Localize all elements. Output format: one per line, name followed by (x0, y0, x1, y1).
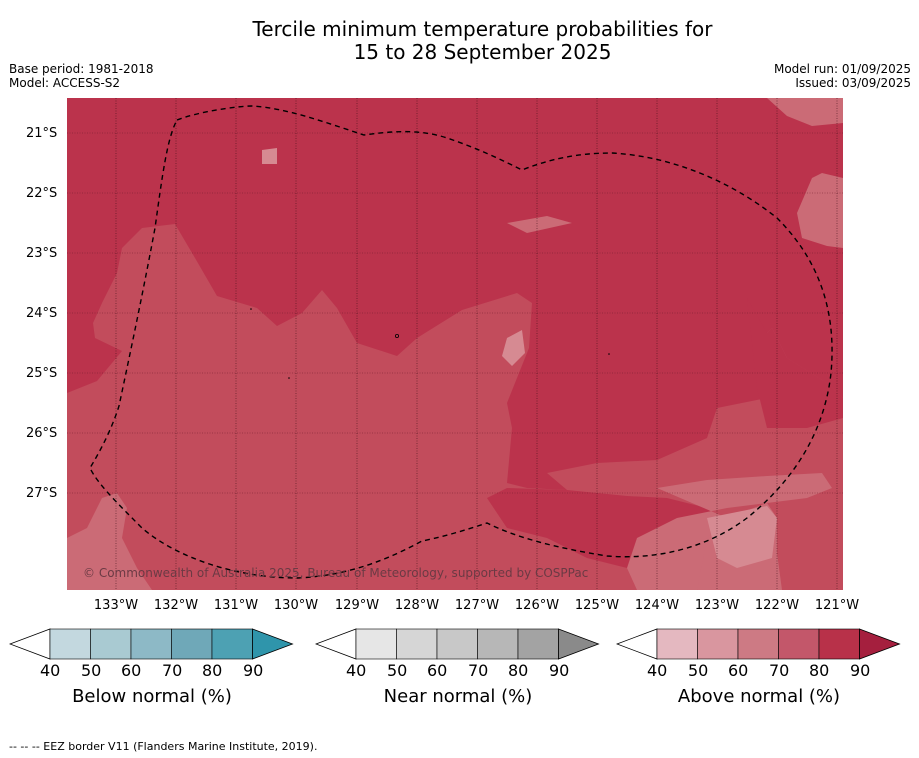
chart-title: Tercile minimum temperature probabilitie… (0, 18, 919, 64)
cb-tick: 70 (769, 661, 790, 680)
colorbar-above-swatches (616, 628, 901, 660)
island-marker (394, 333, 399, 338)
colorbar-near-swatches (315, 628, 600, 660)
cb-tick: 50 (688, 661, 709, 680)
lat-label: 21°S (26, 126, 58, 141)
lon-label: 132°W (153, 598, 199, 613)
lat-label: 23°S (26, 246, 58, 261)
colorbar-segment (211, 628, 253, 660)
colorbar-below-title: Below normal (%) (72, 686, 232, 707)
lon-label: 126°W (514, 598, 560, 613)
lon-label: 131°W (213, 598, 259, 613)
model-name: Model: ACCESS-S2 (9, 76, 121, 90)
cb-tick: 60 (121, 661, 142, 680)
cb-tick: 90 (549, 661, 570, 680)
map-region-60-se (627, 473, 832, 590)
cb-tick: 60 (728, 661, 749, 680)
map-region-60-top (767, 98, 843, 126)
lat-label: 27°S (26, 486, 58, 501)
lat-label: 22°S (26, 186, 58, 201)
lon-label: 125°W (574, 598, 620, 613)
lat-gridlines (67, 132, 843, 494)
colorbar-segment (130, 628, 172, 660)
colorbar-above-title: Above normal (%) (677, 686, 841, 707)
cb-tick: 90 (850, 661, 871, 680)
issued-date: Issued: 03/09/2025 (795, 76, 911, 90)
colorbar-segment (396, 628, 438, 660)
lon-label: 127°W (454, 598, 500, 613)
eez-border (89, 105, 833, 579)
island-marker (250, 308, 252, 310)
lon-label: 123°W (694, 598, 740, 613)
cb-tick: 50 (81, 661, 102, 680)
cb-tick: 70 (468, 661, 489, 680)
map-region-60-ne (797, 173, 843, 248)
model-run: Model run: 01/09/2025 (773, 62, 911, 76)
metadata-right: Model run: 01/09/2025 Issued: 03/09/2025 (774, 62, 911, 90)
lon-label: 124°W (634, 598, 680, 613)
island-marker (288, 377, 290, 379)
lat-label: 25°S (26, 366, 58, 381)
lat-label: 24°S (26, 306, 58, 321)
lat-label: 26°S (26, 426, 58, 441)
colorbar-below-swatches (9, 628, 294, 660)
colorbar-segment (737, 628, 779, 660)
colorbar-segment (49, 628, 91, 660)
map-region-50-patch-b (707, 506, 777, 568)
eez-footnote: -- -- -- EEZ border V11 (Flanders Marine… (9, 740, 318, 753)
colorbar-extend-low (315, 628, 357, 660)
colorbar-segment (818, 628, 860, 660)
cb-tick: 80 (508, 661, 529, 680)
cb-tick: 70 (162, 661, 183, 680)
colorbar-segment (171, 628, 213, 660)
map-region-80-east (747, 298, 843, 428)
colorbar-segment (778, 628, 820, 660)
lon-label: 122°W (754, 598, 800, 613)
cb-tick: 40 (40, 661, 61, 680)
colorbar-segment (477, 628, 519, 660)
metadata-left: Base period: 1981-2018 Model: ACCESS-S2 (9, 62, 154, 90)
colorbar-segment (697, 628, 739, 660)
probability-map: © Commonwealth of Australia 2025, Bureau… (67, 98, 843, 590)
cb-tick: 60 (427, 661, 448, 680)
cb-tick: 80 (809, 661, 830, 680)
colorbar-segment (656, 628, 698, 660)
lon-gridlines (115, 98, 838, 590)
colorbar-extend-high (859, 628, 901, 660)
cb-tick: 80 (202, 661, 223, 680)
cb-tick: 40 (647, 661, 668, 680)
colorbar-segment (436, 628, 478, 660)
colorbar-extend-high (558, 628, 600, 660)
colorbar-segment (355, 628, 397, 660)
copyright-notice: © Commonwealth of Australia 2025, Bureau… (83, 566, 588, 580)
cb-tick: 50 (387, 661, 408, 680)
map-region-60-sw (67, 493, 152, 590)
colorbar-extend-high (252, 628, 294, 660)
map-region-50-patch-a (502, 330, 525, 366)
lon-label: 128°W (394, 598, 440, 613)
title-line-1: Tercile minimum temperature probabilitie… (252, 17, 713, 41)
title-line-2: 15 to 28 September 2025 (353, 40, 612, 64)
island-marker (608, 353, 610, 355)
colorbar-extend-low (616, 628, 658, 660)
colorbar-segment (517, 628, 559, 660)
base-period: Base period: 1981-2018 (9, 62, 154, 76)
lon-label: 133°W (93, 598, 139, 613)
lon-label: 130°W (273, 598, 319, 613)
cb-tick: 40 (346, 661, 367, 680)
colorbar-segment (90, 628, 132, 660)
cb-tick: 90 (243, 661, 264, 680)
lon-label: 129°W (334, 598, 380, 613)
map-region-50-patch-c (262, 148, 277, 164)
colorbar-extend-low (9, 628, 51, 660)
colorbar-near-title: Near normal (%) (383, 686, 533, 707)
map-region-60-patch-d (507, 216, 572, 233)
lon-label: 121°W (814, 598, 860, 613)
